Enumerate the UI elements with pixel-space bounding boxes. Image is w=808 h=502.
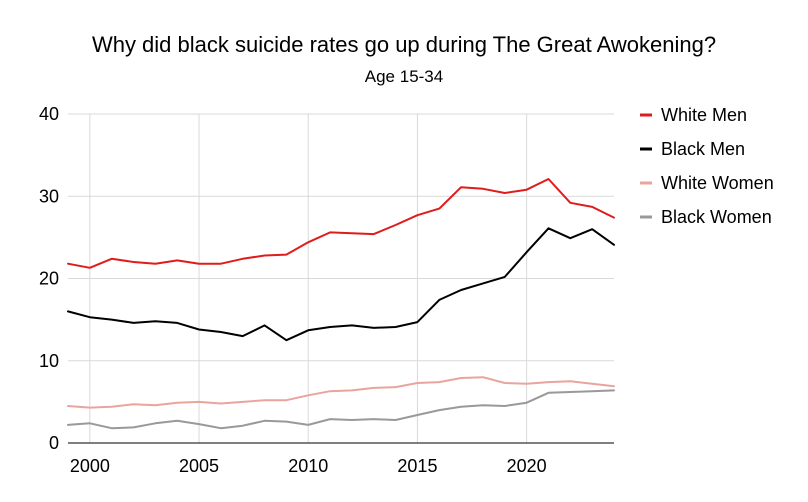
y-tick-label: 20 [39, 269, 59, 289]
x-tick-label: 2000 [70, 456, 110, 476]
x-tick-label: 2010 [288, 456, 328, 476]
legend-label-black-men: Black Men [661, 139, 745, 159]
series-line-black-women [67, 389, 615, 430]
y-tick-label: 40 [39, 104, 59, 124]
series-line-black-men [67, 227, 615, 342]
series-line-white-men [67, 178, 615, 269]
legend-label-black-women: Black Women [661, 207, 772, 227]
x-tick-label: 2015 [397, 456, 437, 476]
series-lines [67, 178, 615, 430]
grid [68, 113, 614, 443]
series-line-white-women [67, 376, 615, 409]
x-tick-label: 2020 [507, 456, 547, 476]
chart-title: Why did black suicide rates go up during… [92, 32, 716, 57]
legend: White Men Black Men White Women Black Women [640, 105, 774, 227]
y-tick-label: 30 [39, 186, 59, 206]
legend-label-white-women: White Women [661, 173, 774, 193]
y-axis-ticks: 0 10 20 30 40 [39, 104, 59, 453]
x-axis-ticks: 2000 2005 2010 2015 2020 [70, 456, 547, 476]
x-tick-label: 2005 [179, 456, 219, 476]
chart-subtitle: Age 15-34 [365, 67, 443, 86]
y-tick-label: 0 [49, 433, 59, 453]
legend-label-white-men: White Men [661, 105, 747, 125]
y-tick-label: 10 [39, 351, 59, 371]
